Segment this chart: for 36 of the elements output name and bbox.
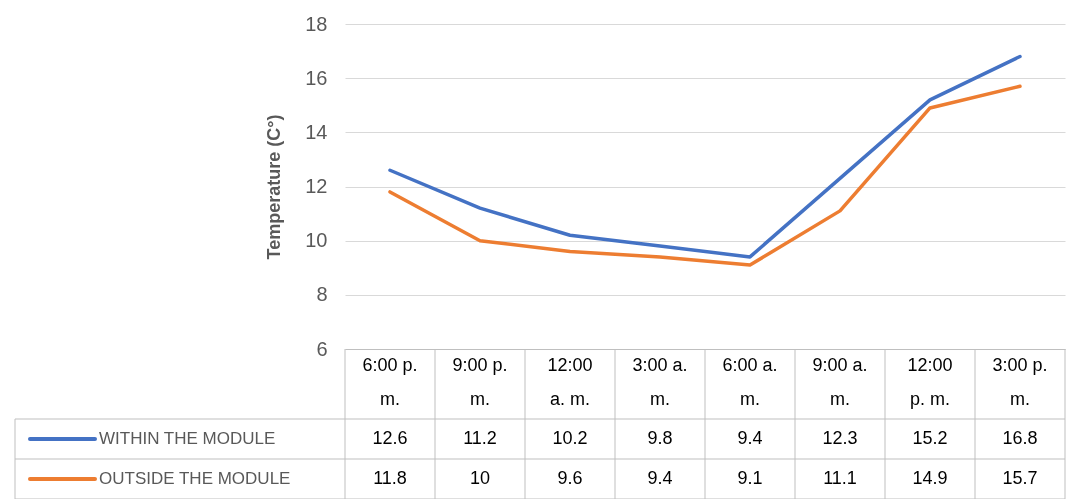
data-label: 12.6	[372, 428, 408, 448]
data-label: 14.9	[912, 468, 948, 488]
y-tick-label: 10	[305, 229, 328, 252]
data-label: 9.4	[737, 428, 763, 448]
y-tick-label: 14	[305, 120, 328, 143]
data-label: 9.8	[647, 428, 673, 448]
data-label: 10.2	[552, 428, 588, 448]
line-series	[388, 84, 1022, 267]
data-label: 15.7	[1002, 468, 1038, 488]
data-label: 10	[469, 468, 491, 488]
y-axis-title: Temperature (C°)	[263, 114, 284, 260]
y-tick-label: 6	[316, 337, 328, 360]
y-tick-label: 18	[305, 12, 328, 35]
x-tick-label: 3:00 a. m.	[632, 355, 688, 409]
x-tick-label: 12:00 a. m.	[547, 355, 593, 409]
data-label: 9.6	[557, 468, 583, 488]
data-label: 11.1	[823, 468, 857, 488]
y-tick-label: 16	[305, 66, 328, 89]
x-tick-label: 6:00 a. m.	[722, 355, 778, 409]
data-label: 11.2	[463, 428, 497, 448]
legend-label: WITHIN THE MODULE	[99, 429, 276, 448]
line-series	[388, 54, 1022, 259]
data-label: 16.8	[1002, 428, 1038, 448]
data-label: 15.2	[912, 428, 948, 448]
data-label: 9.4	[647, 468, 673, 488]
y-tick-label: 12	[305, 175, 328, 197]
data-label: 11.8	[373, 468, 407, 488]
x-tick-label: 3:00 p. m.	[992, 355, 1048, 409]
x-tick-label: 9:00 p. m.	[452, 355, 508, 409]
x-tick-label: 6:00 p. m.	[362, 355, 418, 409]
x-tick-label: 9:00 a. m.	[812, 355, 868, 409]
legend-label: OUTSIDE THE MODULE	[99, 469, 291, 488]
y-tick-label: 8	[316, 283, 328, 306]
x-tick-label: 12:00 p. m.	[907, 355, 953, 409]
data-label: 12.3	[822, 428, 858, 448]
data-label: 9.1	[737, 468, 763, 488]
